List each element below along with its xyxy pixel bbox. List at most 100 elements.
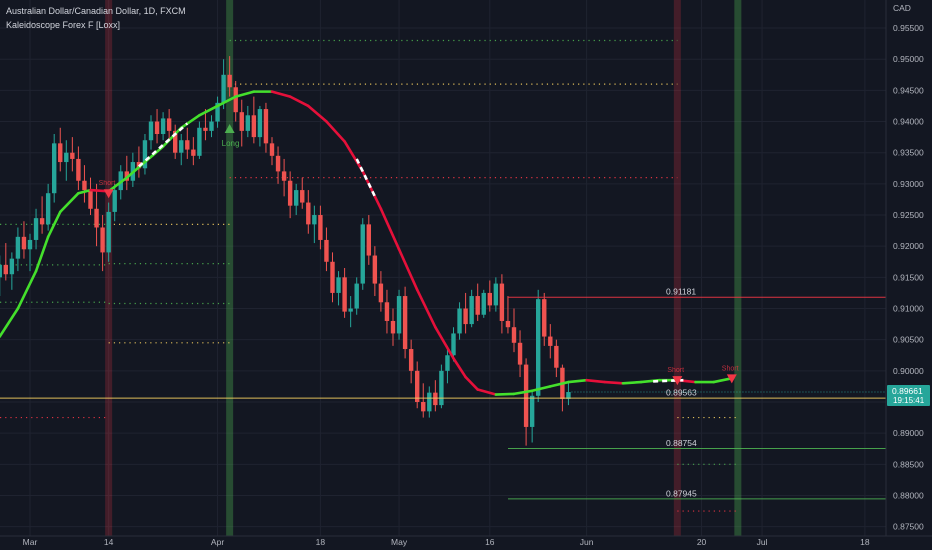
price-axis[interactable]: CAD 0.95500 0.95000 0.94500 0.94000 0.93500 0.…: [885, 0, 932, 550]
candle: [179, 134, 184, 166]
candle: [306, 190, 311, 234]
x-tick-label: May: [391, 537, 408, 547]
candle: [100, 215, 105, 272]
candle: [173, 124, 178, 159]
x-tick-label: 20: [697, 537, 707, 547]
bar-countdown: 19:15:41: [893, 396, 925, 405]
trend-segment: [621, 380, 643, 385]
trend-segment: [464, 375, 480, 391]
level-label: 0.88754: [666, 438, 697, 448]
trend-segment: [270, 90, 292, 98]
x-tick-label: Jun: [580, 537, 594, 547]
trend-segment: [198, 104, 219, 117]
candle: [3, 243, 8, 281]
candle: [427, 386, 432, 418]
candle: [221, 59, 226, 110]
trend-segment: [161, 126, 183, 148]
candle: [275, 146, 281, 184]
candle: [21, 221, 27, 259]
symbol-title[interactable]: Australian Dollar/Canadian Dollar, 1D, F…: [6, 6, 186, 16]
trend-segment: [452, 357, 467, 379]
trend-segment: [548, 380, 570, 388]
level-label: 0.87945: [666, 488, 697, 498]
trend-segment: [16, 269, 38, 310]
target-levels: 0.91181 0.89563 0.88754 0.87945: [0, 287, 886, 500]
y-tick-label: 0.88500: [893, 459, 924, 469]
candle: [493, 277, 499, 312]
y-tick-label: 0.93500: [893, 148, 924, 158]
trend-segment: [343, 140, 365, 173]
candle: [439, 364, 444, 409]
trend-segment: [415, 288, 437, 329]
trend-transition: [138, 122, 189, 168]
candle: [330, 252, 335, 303]
candle: [197, 121, 202, 159]
candle: [433, 380, 438, 412]
candle: [481, 289, 486, 318]
trend-segment: [567, 378, 588, 384]
trend-segment: [585, 378, 607, 384]
candle: [451, 327, 456, 362]
candle: [348, 296, 353, 328]
candle: [233, 81, 238, 122]
y-tick-label: 0.88000: [893, 490, 924, 500]
x-tick-label: Mar: [23, 537, 38, 547]
candle: [112, 183, 117, 222]
candle: [88, 177, 93, 216]
candle: [336, 271, 341, 306]
candle: [542, 292, 547, 346]
indicator-title[interactable]: Kaleidoscope Forex F [Loxx]: [6, 20, 121, 30]
candle: [94, 183, 99, 247]
level-label: 0.91181: [666, 287, 696, 297]
y-tick-label: 0.90500: [893, 335, 924, 345]
currency-label: CAD: [893, 3, 911, 13]
time-axis[interactable]: Mar 14 Apr 18 May 16 Jun 20 Jul 18: [0, 535, 932, 550]
trend-segment: [434, 325, 455, 360]
candle: [354, 277, 359, 315]
signals: Short Long Short Short: [99, 124, 739, 386]
candle: [76, 146, 81, 191]
candle: [39, 196, 45, 234]
y-tick-label: 0.94000: [893, 117, 924, 127]
candle: [487, 280, 492, 312]
candle: [421, 383, 426, 418]
candle: [142, 134, 148, 175]
candle: [402, 286, 408, 359]
candle: [342, 268, 347, 318]
trend-line: [0, 90, 734, 396]
candle: [191, 137, 196, 166]
candle: [148, 115, 154, 150]
trend-segment: [77, 188, 92, 195]
candle: [166, 109, 172, 141]
short-signal-arrow: [672, 376, 683, 386]
candle: [281, 158, 287, 197]
candle: [457, 302, 462, 340]
trend-segment: [0, 307, 20, 338]
short-signal-label: Short: [667, 367, 684, 374]
candle: [33, 208, 39, 250]
trend-segment: [712, 377, 734, 384]
candle: [27, 233, 33, 272]
dotted-levels: [0, 39, 738, 512]
y-tick-label: 0.95000: [893, 54, 924, 64]
x-tick-label: 14: [104, 537, 114, 547]
candle: [378, 271, 384, 312]
x-tick-label: Apr: [211, 537, 224, 547]
trend-segment: [234, 90, 256, 98]
level-label: 0.89563: [666, 388, 697, 398]
short-signal-label: Short: [722, 365, 739, 372]
candle: [154, 109, 160, 144]
candle: [185, 127, 190, 159]
x-tick-label: Jul: [757, 537, 768, 547]
candle: [106, 202, 111, 262]
candle: [9, 252, 15, 290]
candle: [300, 177, 305, 209]
long-signal-label: Long: [222, 139, 240, 148]
trend-segment: [58, 191, 80, 214]
trend-segment: [46, 210, 62, 239]
candle: [257, 105, 263, 147]
signal-band-green: [226, 0, 234, 536]
candle: [366, 215, 371, 265]
